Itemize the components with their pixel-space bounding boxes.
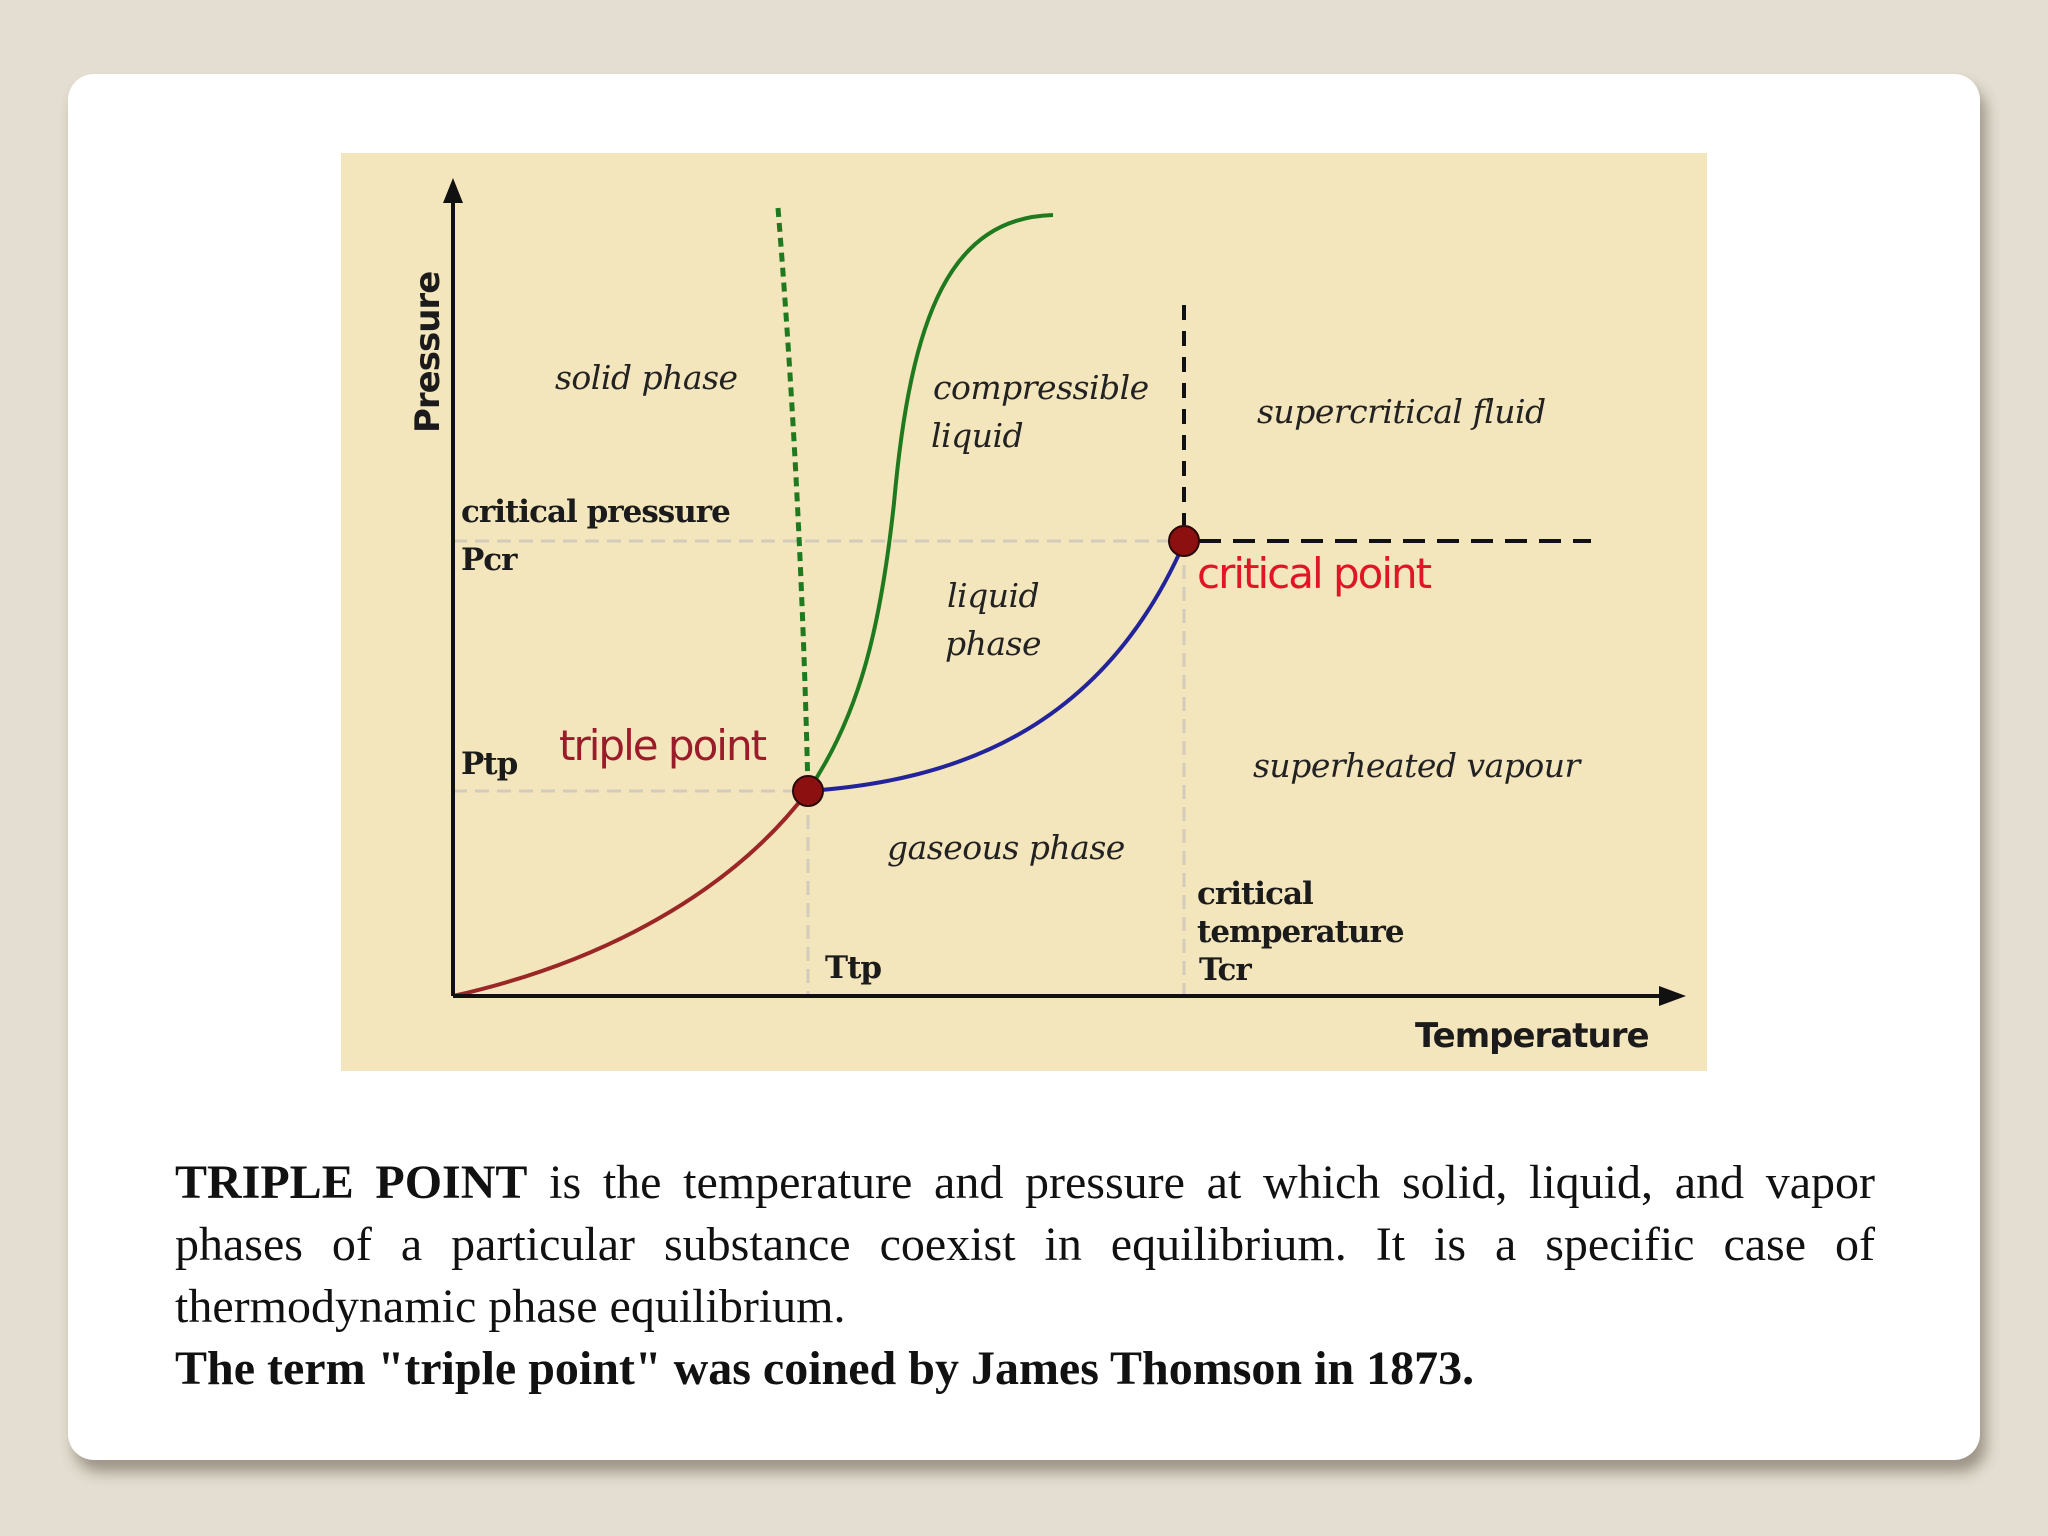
liquid-phase-label-line2: phase [945,624,1042,663]
solid-phase-label: solid phase [555,358,738,397]
phase-diagram-svg [443,178,1686,1006]
gaseous-phase-label: gaseous phase [887,828,1125,867]
sublimation-curve [452,789,810,998]
compressible-liquid-curve [806,213,1054,793]
y-axis-title: Pressure [408,271,448,433]
caption-definition: is the temperature and pressure at which… [175,1156,1875,1333]
critical-point-marker [1168,525,1200,557]
caption-term: TRIPLE POINT [175,1156,528,1209]
t-tp-label: Ttp [825,950,882,986]
triple-point-label: triple point [559,721,767,770]
supercritical-fluid-label: supercritical fluid [1257,392,1546,431]
liquid-phase-label-line1: liquid [947,576,1040,615]
superheated-vapour-label: superheated vapour [1253,746,1580,785]
y-axis-arrow [443,178,463,203]
phase-diagram: Pressure Temperature solid phase compres… [341,153,1707,1071]
p-cr-label: Pcr [461,542,518,578]
caption-paragraph-definition: TRIPLE POINT is the temperature and pres… [175,1152,1875,1338]
compressible-liquid-label-line1: compressible [933,368,1149,407]
caption-paragraph-history: The term "triple point" was coined by Ja… [175,1342,1475,1395]
t-cr-label: Tcr [1199,952,1252,988]
fusion-dashed-curve [775,207,811,792]
x-axis-title: Temperature [1415,1016,1650,1056]
vaporization-curve [807,542,1186,793]
compressible-liquid-label-line2: liquid [931,416,1024,455]
caption-text: TRIPLE POINT is the temperature and pres… [175,1152,1875,1400]
critical-temperature-label-line2: temperature [1197,914,1405,950]
p-tp-label: Ptp [461,746,518,782]
critical-pressure-label: critical pressure [461,494,731,530]
x-axis-arrow [1659,986,1686,1006]
critical-point-label: critical point [1197,549,1432,598]
triple-point-marker [792,775,824,807]
critical-temperature-label-line1: critical [1197,876,1314,912]
